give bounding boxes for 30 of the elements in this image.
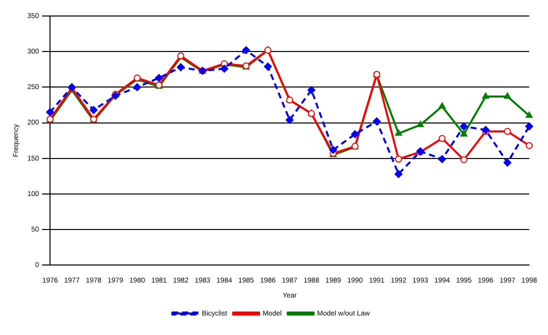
point	[133, 83, 142, 92]
point	[264, 62, 272, 71]
point	[220, 64, 228, 73]
point	[176, 63, 185, 72]
point	[286, 116, 294, 124]
point	[307, 86, 316, 94]
point	[329, 146, 338, 154]
point	[242, 46, 250, 54]
point	[503, 158, 512, 167]
point	[372, 117, 381, 126]
point	[416, 120, 424, 128]
point	[438, 102, 446, 109]
point	[395, 129, 402, 136]
point	[504, 128, 511, 135]
point	[438, 134, 446, 142]
point	[526, 142, 533, 150]
point	[394, 170, 403, 178]
point	[350, 130, 359, 138]
point	[504, 92, 511, 99]
point	[460, 156, 468, 164]
point	[46, 108, 54, 116]
point	[90, 106, 98, 114]
point	[525, 122, 534, 130]
point	[395, 156, 402, 163]
point	[460, 130, 468, 136]
point	[438, 155, 446, 164]
point	[482, 92, 490, 99]
point	[526, 112, 533, 118]
point	[154, 74, 163, 82]
point	[460, 122, 468, 130]
